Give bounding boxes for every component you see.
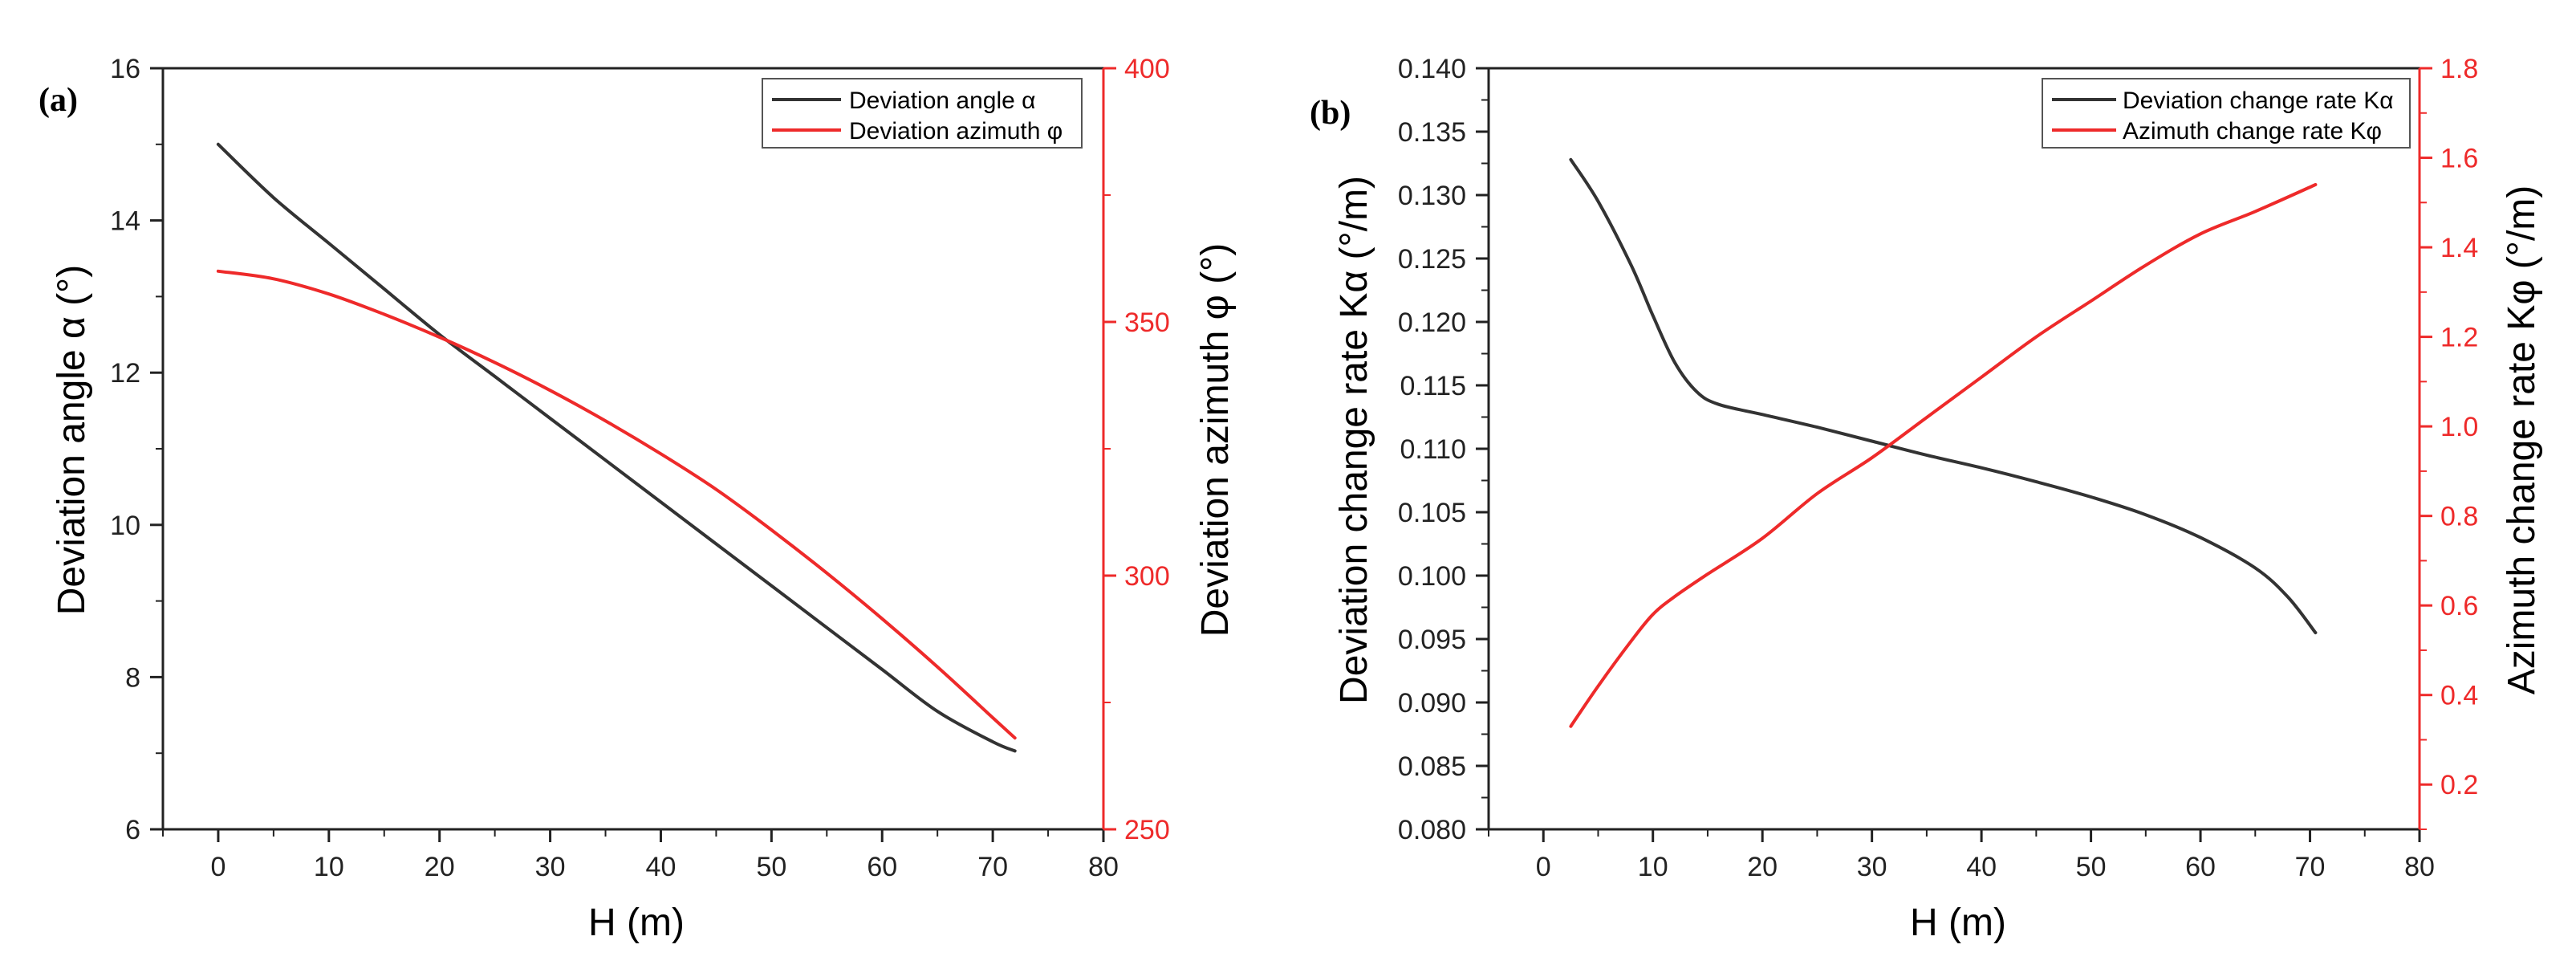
y-left-tick-label: 0.135 bbox=[1398, 117, 1466, 148]
panel-a: (a) H (m) Deviation angle α (°) Deviatio… bbox=[39, 54, 1237, 944]
series-line-deviation-angle bbox=[216, 142, 1017, 753]
y-right-tick-label: 350 bbox=[1124, 307, 1170, 338]
x-axis-title-a: H (m) bbox=[588, 902, 685, 944]
y-right-axis-title-b: Azimuth change rate Kφ (°/m) bbox=[2501, 185, 2543, 695]
y-right-tick-label: 250 bbox=[1124, 815, 1170, 845]
y-left-axis-title-b: Deviation change rate Kα (°/m) bbox=[1333, 176, 1375, 704]
panel-label-a: (a) bbox=[39, 82, 78, 119]
y-left-tick-label: 10 bbox=[110, 511, 140, 541]
y-right-tick-label: 0.4 bbox=[2440, 681, 2478, 711]
x-tick-label: 0 bbox=[1536, 852, 1551, 882]
legend-b: Deviation change rate Kα Azimuth change … bbox=[2042, 78, 2411, 149]
panel-label-b: (b) bbox=[1310, 95, 1351, 132]
x-tick-label: 10 bbox=[1638, 852, 1668, 882]
y-right-tick-label: 0.6 bbox=[2440, 591, 2478, 621]
y-left-tick-label: 0.115 bbox=[1400, 371, 1466, 401]
y-right-tick-label: 1.4 bbox=[2440, 233, 2478, 263]
legend-box-a bbox=[762, 78, 1083, 149]
y-right-tick-label: 0.2 bbox=[2440, 770, 2478, 800]
y-left-tick-label: 8 bbox=[125, 662, 140, 693]
x-tick-label: 30 bbox=[535, 852, 566, 882]
series-line-deviation-change-rate-k bbox=[1569, 157, 2318, 635]
x-tick-label: 60 bbox=[867, 852, 897, 882]
x-tick-label: 0 bbox=[210, 852, 226, 882]
legend-box-b bbox=[2042, 78, 2411, 149]
y-left-tick-label: 6 bbox=[125, 815, 140, 845]
series-line-azimuth-change-rate-k bbox=[1569, 183, 2318, 728]
x-tick-label: 60 bbox=[2185, 852, 2216, 882]
y-right-tick-label: 1.0 bbox=[2440, 412, 2478, 442]
x-tick-label: 20 bbox=[425, 852, 455, 882]
y-left-tick-label: 0.140 bbox=[1398, 54, 1466, 84]
y-left-tick-label: 0.090 bbox=[1398, 688, 1466, 719]
y-right-tick-label: 0.8 bbox=[2440, 502, 2478, 532]
y-right-tick-label: 1.8 bbox=[2440, 54, 2478, 84]
legend-label-azimuth-rate: Azimuth change rate Kφ bbox=[2123, 118, 2382, 145]
legend-label-deviation-rate: Deviation change rate Kα bbox=[2123, 88, 2394, 114]
x-tick-label: 20 bbox=[1747, 852, 1778, 882]
y-right-tick-label: 400 bbox=[1124, 54, 1170, 84]
y-left-tick-label: 0.105 bbox=[1398, 498, 1466, 528]
y-left-tick-label: 0.130 bbox=[1398, 181, 1466, 211]
y-right-tick-label: 1.2 bbox=[2440, 323, 2478, 353]
y-left-axis-title-a: Deviation angle α (°) bbox=[51, 265, 93, 615]
x-tick-label: 50 bbox=[756, 852, 786, 882]
legend-label-deviation-azimuth: Deviation azimuth φ bbox=[849, 118, 1062, 145]
y-left-tick-label: 12 bbox=[110, 358, 140, 389]
y-left-tick-label: 0.110 bbox=[1400, 434, 1466, 465]
x-tick-label: 30 bbox=[1857, 852, 1887, 882]
x-tick-label: 40 bbox=[646, 852, 677, 882]
y-left-tick-label: 0.120 bbox=[1398, 307, 1466, 338]
x-tick-label: 50 bbox=[2076, 852, 2107, 882]
y-left-tick-label: 0.085 bbox=[1398, 751, 1466, 782]
x-tick-label: 40 bbox=[1966, 852, 1997, 882]
x-tick-label: 80 bbox=[1088, 852, 1119, 882]
series-line-deviation-azimuth bbox=[216, 269, 1017, 740]
y-right-tick-label: 300 bbox=[1124, 561, 1170, 592]
y-left-tick-label: 0.080 bbox=[1398, 815, 1466, 845]
y-left-tick-label: 16 bbox=[110, 54, 140, 84]
x-tick-label: 10 bbox=[314, 852, 344, 882]
x-tick-label: 70 bbox=[977, 852, 1008, 882]
x-axis-title-b: H (m) bbox=[1910, 902, 2006, 944]
x-tick-label: 80 bbox=[2404, 852, 2435, 882]
y-left-tick-label: 14 bbox=[110, 206, 140, 237]
legend-a: Deviation angle α Deviation azimuth φ bbox=[762, 78, 1083, 149]
y-left-tick-label: 0.100 bbox=[1398, 561, 1466, 592]
panel-b: (b) H (m) Deviation change rate Kα (°/m)… bbox=[1310, 54, 2543, 944]
y-right-tick-label: 1.6 bbox=[2440, 144, 2478, 174]
x-tick-label: 70 bbox=[2295, 852, 2326, 882]
y-left-tick-label: 0.125 bbox=[1398, 244, 1466, 275]
y-right-axis-title-a: Deviation azimuth φ (°) bbox=[1194, 243, 1237, 637]
legend-label-deviation-angle: Deviation angle α bbox=[849, 88, 1036, 114]
y-left-tick-label: 0.095 bbox=[1398, 625, 1466, 655]
